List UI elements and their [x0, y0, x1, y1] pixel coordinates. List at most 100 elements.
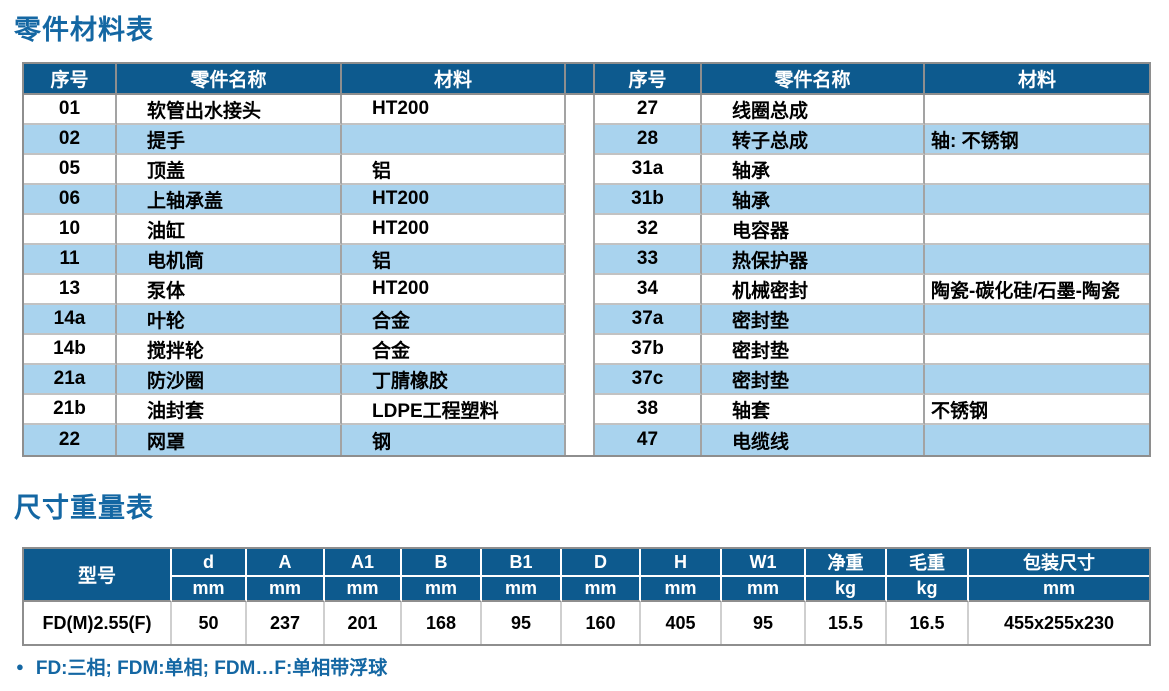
parts-cell-material: HT200: [342, 275, 566, 305]
parts-cell-no: 31a: [595, 155, 702, 185]
parts-table-row: 11 电机筒铝 33 热保护器: [24, 245, 1149, 275]
parts-cell-material: 铝: [342, 245, 566, 275]
parts-header-no-left: 序号: [24, 64, 117, 95]
parts-header-no-right: 序号: [595, 64, 702, 95]
parts-table-row: 21a 防沙圈 丁腈橡胶 37c 密封垫: [24, 365, 1149, 395]
parts-table-row: 14b 搅拌轮 合金 37b 密封垫: [24, 335, 1149, 365]
parts-cell-no: 10: [24, 215, 117, 245]
parts-cell-no: 34: [595, 275, 702, 305]
parts-cell-material: 合金: [342, 335, 566, 365]
parts-cell-material: HT200: [342, 95, 566, 125]
dims-cell-value: 95: [482, 602, 562, 644]
parts-cell-material: 钢: [342, 425, 566, 455]
parts-cell-name: 软管出水接头: [117, 95, 342, 125]
dims-header-unit: mm: [641, 577, 722, 602]
parts-cell-material: 丁腈橡胶: [342, 365, 566, 395]
parts-cell-no: 31b: [595, 185, 702, 215]
parts-table-row: 21b 油封套 LDPE工程塑料 38 轴套 不锈钢: [24, 395, 1149, 425]
parts-cell-material: 不锈钢: [925, 395, 1149, 425]
dims-header-unit: mm: [325, 577, 402, 602]
parts-cell-material: [925, 215, 1149, 245]
parts-table-title: 零件材料表: [14, 15, 154, 45]
parts-cell-name: 转子总成: [702, 125, 925, 155]
dims-header-label: H: [641, 549, 722, 577]
parts-cell-name: 机械密封: [702, 275, 925, 305]
dims-cell-value: 50: [172, 602, 247, 644]
table-gap-cell: [566, 95, 595, 125]
parts-cell-name: 叶轮: [117, 305, 342, 335]
parts-cell-no: 21a: [24, 365, 117, 395]
dims-header-label: 净重: [806, 549, 887, 577]
table-gap-cell: [566, 395, 595, 425]
table-gap-cell: [566, 305, 595, 335]
table-gap-cell: [566, 125, 595, 155]
table-gap-cell: [566, 425, 595, 455]
dims-cell-value: 160: [562, 602, 641, 644]
parts-cell-name: 轴承: [702, 185, 925, 215]
table-gap-cell: [566, 155, 595, 185]
dims-header-label: d: [172, 549, 247, 577]
parts-table-row: 22 网罩钢 47 电缆线: [24, 425, 1149, 455]
parts-cell-no: 28: [595, 125, 702, 155]
table-gap-cell: [566, 215, 595, 245]
dims-header-unit: mm: [969, 577, 1149, 602]
parts-cell-material: [925, 185, 1149, 215]
table-gap-header-cell: [566, 64, 595, 95]
dims-header-label: A: [247, 549, 325, 577]
parts-cell-no: 05: [24, 155, 117, 185]
parts-table-row: 02 提手 28 转子总成 轴: 不锈钢: [24, 125, 1149, 155]
parts-cell-name: 搅拌轮: [117, 335, 342, 365]
parts-cell-no: 32: [595, 215, 702, 245]
parts-cell-no: 37c: [595, 365, 702, 395]
parts-cell-material: [925, 305, 1149, 335]
dims-header-unit: mm: [402, 577, 482, 602]
parts-cell-no: 01: [24, 95, 117, 125]
parts-cell-name: 密封垫: [702, 365, 925, 395]
table-gap-cell: [566, 185, 595, 215]
parts-cell-name: 顶盖: [117, 155, 342, 185]
parts-cell-material: 陶瓷-碳化硅/石墨-陶瓷: [925, 275, 1149, 305]
parts-cell-name: 线圈总成: [702, 95, 925, 125]
dims-cell-value: 15.5: [806, 602, 887, 644]
dims-cell-value: 201: [325, 602, 402, 644]
dims-header-model: 型号: [24, 549, 172, 602]
dims-cell-value: 16.5: [887, 602, 969, 644]
dims-header-unit: mm: [247, 577, 325, 602]
parts-cell-name: 热保护器: [702, 245, 925, 275]
table-gap-cell: [566, 335, 595, 365]
dims-cell-value: 405: [641, 602, 722, 644]
footnote: ● FD:三相; FDM:单相; FDM…F:单相带浮球: [16, 653, 387, 680]
dims-table-title: 尺寸重量表: [14, 493, 154, 523]
parts-cell-name: 密封垫: [702, 305, 925, 335]
dims-cell-model: FD(M)2.55(F): [24, 602, 172, 644]
table-gap-cell: [566, 275, 595, 305]
dims-header-label: W1: [722, 549, 806, 577]
parts-header-mat-left: 材料: [342, 64, 566, 95]
table-gap-cell: [566, 365, 595, 395]
parts-cell-name: 泵体: [117, 275, 342, 305]
parts-table-header-row: 序号 零件名称 材料 序号 零件名称 材料: [24, 64, 1149, 95]
parts-cell-no: 13: [24, 275, 117, 305]
parts-cell-name: 网罩: [117, 425, 342, 455]
dims-header-label: B1: [482, 549, 562, 577]
dims-header-label: 包装尺寸: [969, 549, 1149, 577]
dims-cell-value: 237: [247, 602, 325, 644]
parts-cell-name: 轴承: [702, 155, 925, 185]
dims-cell-value: 455x255x230: [969, 602, 1149, 644]
parts-cell-material: HT200: [342, 185, 566, 215]
dims-header-unit: mm: [562, 577, 641, 602]
parts-cell-no: 27: [595, 95, 702, 125]
parts-cell-material: LDPE工程塑料: [342, 395, 566, 425]
parts-cell-material: 铝: [342, 155, 566, 185]
parts-cell-no: 02: [24, 125, 117, 155]
parts-table-row: 06 上轴承盖 HT200 31b 轴承: [24, 185, 1149, 215]
dims-header-unit: mm: [172, 577, 247, 602]
parts-table-row: 13 泵体 HT200 34 机械密封 陶瓷-碳化硅/石墨-陶瓷: [24, 275, 1149, 305]
dims-header-label: 毛重: [887, 549, 969, 577]
dims-data-row: FD(M)2.55(F) 50 237 201 168 95 160 405 95 15.5 16…: [24, 602, 1149, 644]
parts-table-row: 10 油缸 HT200 32 电容器: [24, 215, 1149, 245]
parts-material-table: 序号 零件名称 材料 序号 零件名称 材料 01 软管出水接头 HT200 27 线圈总…: [22, 62, 1151, 457]
parts-cell-no: 11: [24, 245, 117, 275]
parts-cell-name: 电缆线: [702, 425, 925, 455]
